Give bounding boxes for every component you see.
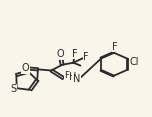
Text: O: O (22, 63, 29, 73)
Text: S: S (11, 84, 17, 94)
Text: F: F (83, 52, 89, 62)
Text: F: F (64, 71, 69, 80)
Text: F: F (112, 42, 118, 51)
Text: H: H (69, 72, 77, 82)
Text: F: F (72, 49, 77, 59)
Text: N: N (73, 74, 80, 84)
Text: O: O (57, 49, 64, 59)
Text: Cl: Cl (130, 57, 140, 67)
